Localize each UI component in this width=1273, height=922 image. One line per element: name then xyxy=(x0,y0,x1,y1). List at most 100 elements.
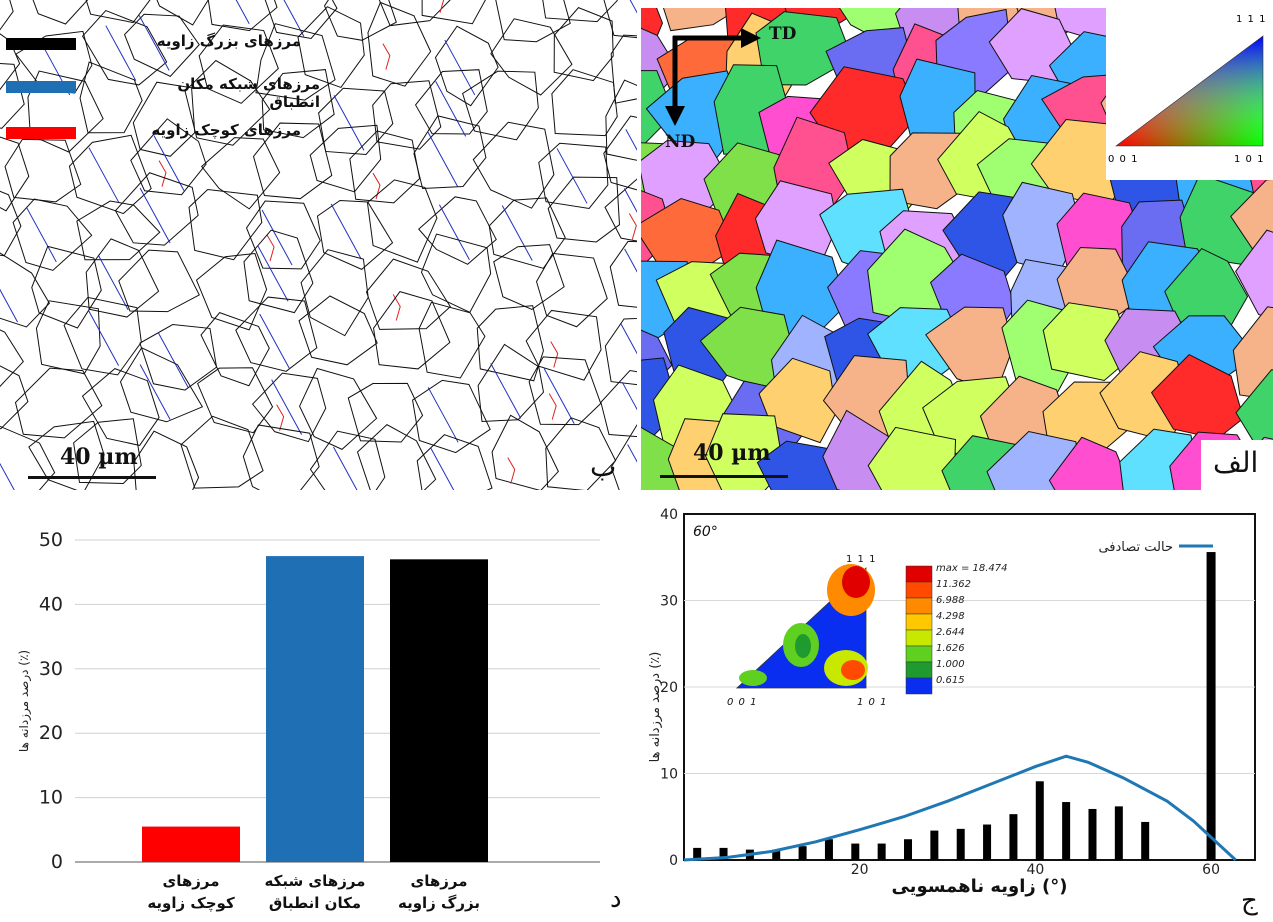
y-tick-label: 10 xyxy=(39,787,63,809)
low-angle-boundary xyxy=(550,341,559,368)
grain-boundary xyxy=(603,115,637,191)
csl-boundary xyxy=(153,135,185,191)
grain xyxy=(755,11,853,86)
bar xyxy=(983,824,992,860)
scale-bar-label: 40 µm xyxy=(693,440,771,466)
low-angle-boundary xyxy=(276,404,285,431)
grain xyxy=(1232,306,1273,401)
grain-boundary xyxy=(255,23,336,101)
grain-boundary xyxy=(605,79,637,161)
csl-boundary xyxy=(259,313,291,370)
inset-label-111: 1 1 1 xyxy=(846,554,876,565)
grain-boundary xyxy=(367,1,432,87)
grain-boundary xyxy=(76,200,161,261)
grain-boundary xyxy=(35,300,101,375)
csl-boundary xyxy=(105,25,137,81)
y-tick-label: 40 xyxy=(660,507,678,523)
td-arrowhead xyxy=(741,28,761,48)
grain-boundary xyxy=(490,18,573,96)
grain-boundary xyxy=(252,122,333,200)
grain-boundary xyxy=(130,118,207,196)
grain-boundary xyxy=(119,347,204,423)
csl-boundary xyxy=(427,387,459,443)
misorientation-chart: 0 10 20 30 40 20 40 60 حالت تصادفی درصد مرزدانه ه… xyxy=(641,500,1273,922)
grain-boundary xyxy=(81,368,160,446)
csl-boundary xyxy=(261,209,293,266)
csl-boundary xyxy=(97,254,129,311)
csl-boundary xyxy=(444,39,476,96)
grain-boundary xyxy=(538,142,609,210)
grain-boundary xyxy=(414,69,488,135)
scale-bar xyxy=(28,476,156,479)
y-axis-label: درصد مرزدانه ها (٪) xyxy=(17,650,32,752)
grain-boundary xyxy=(197,367,274,434)
bar xyxy=(266,556,364,862)
y-tick-label: 50 xyxy=(39,529,63,551)
grain-boundary xyxy=(535,252,608,328)
bar xyxy=(1062,802,1071,860)
grain-boundary xyxy=(207,0,278,32)
bar xyxy=(1141,821,1150,860)
grain-boundary xyxy=(413,115,487,189)
x-tick-label: 60 xyxy=(1202,862,1220,878)
bar xyxy=(851,843,860,860)
csl-boundary xyxy=(25,206,57,263)
grain-boundary xyxy=(85,238,160,318)
odf-contour xyxy=(739,670,767,686)
grain-boundary xyxy=(63,296,142,376)
grain-boundary xyxy=(12,198,93,271)
csl-boundary xyxy=(438,204,470,261)
colorbar-cell xyxy=(905,613,933,631)
boundary-fraction-chart: 0 10 20 30 40 50 مرزهای کوچک زاویه مرزهای شبکه مک… xyxy=(0,500,637,922)
grain-boundary xyxy=(525,309,602,381)
x-tick-label: مرزهای xyxy=(410,872,467,890)
grain-boundary xyxy=(243,229,314,314)
legend-label-high-angle: مرزهای بزرگ زاویه xyxy=(156,32,301,50)
grain-boundary xyxy=(200,312,270,387)
grain-boundary xyxy=(309,430,386,490)
bar xyxy=(1088,808,1097,860)
grain-boundary xyxy=(604,318,637,386)
grain xyxy=(867,426,957,490)
grain xyxy=(758,357,837,444)
grain-boundary xyxy=(476,305,544,382)
grain-boundary xyxy=(349,130,421,204)
random-distribution-line xyxy=(683,754,1237,862)
x-tick-label: مرزهای xyxy=(162,872,219,890)
grain-boundary xyxy=(68,134,152,215)
grain-boundary xyxy=(493,244,565,311)
low-angle-boundary xyxy=(382,43,391,70)
bar xyxy=(1009,814,1018,860)
legend-low-angle: مرزهای کوچک زاویه xyxy=(6,121,606,141)
low-angle-boundary xyxy=(439,0,445,13)
grain-boundary xyxy=(0,136,30,212)
colorbar-cell xyxy=(905,597,933,615)
grain-boundary xyxy=(610,424,637,490)
panel-letter-b: ب xyxy=(590,450,617,483)
csl-boundary xyxy=(333,95,365,151)
colorbar-label: max = 18.474 xyxy=(936,563,1008,574)
low-angle-boundary xyxy=(158,160,167,187)
grain-boundary xyxy=(184,59,271,146)
y-tick-label: 20 xyxy=(660,680,678,696)
colorbar-cell xyxy=(905,629,933,647)
legend-csl: مرزهای شبکه مکان انطباق xyxy=(6,75,606,111)
colorbar-label: 4.298 xyxy=(936,611,965,622)
grain-boundary xyxy=(156,0,209,26)
grain-boundary xyxy=(378,0,451,27)
ipf-key-triangle xyxy=(1115,35,1264,147)
grain xyxy=(662,8,741,32)
grain-boundary xyxy=(188,188,263,261)
grain-boundary xyxy=(551,69,618,137)
low-angle-boundary xyxy=(507,457,516,484)
grain-boundary xyxy=(316,199,394,270)
colorbar-label: 1.000 xyxy=(936,659,965,670)
colorbar-cell xyxy=(905,645,933,663)
odf-contour xyxy=(795,634,811,658)
csl-boundary xyxy=(625,129,637,151)
csl-boundary xyxy=(543,368,575,424)
x-tick-label: بزرگ زاویه xyxy=(398,894,480,912)
colorbar-cell xyxy=(905,677,933,695)
grain-boundary xyxy=(195,252,268,331)
grain-boundary xyxy=(542,0,618,23)
